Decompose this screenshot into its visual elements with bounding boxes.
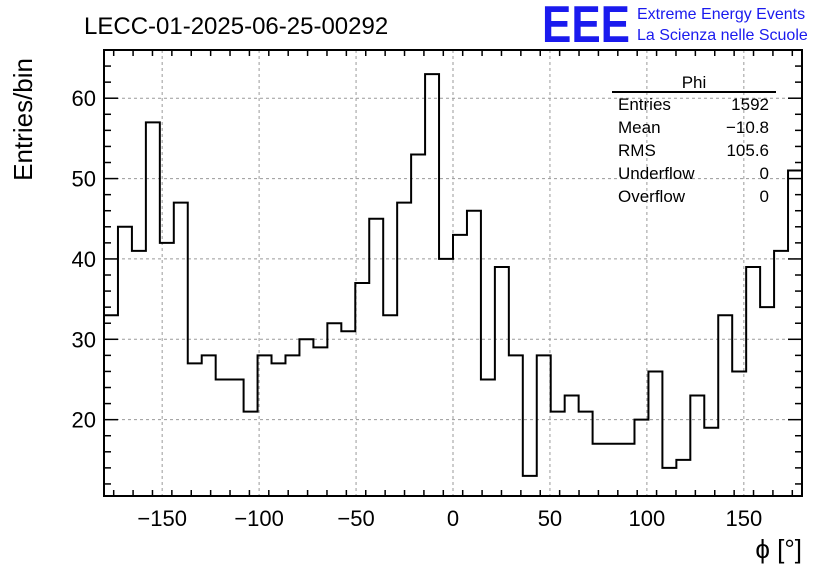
stats-row-label: Mean bbox=[618, 118, 661, 137]
y-tick-label: 50 bbox=[72, 167, 96, 192]
logo-line-1: Extreme Energy Events bbox=[637, 6, 805, 23]
x-tick-label: −50 bbox=[337, 506, 374, 531]
plot-frame bbox=[103, 49, 803, 497]
y-tick-label: 20 bbox=[72, 408, 96, 433]
y-tick-label: 60 bbox=[72, 86, 96, 111]
stats-row-label: Entries bbox=[618, 95, 671, 114]
eee-logo: EEE Extreme Energy Events La Scienza nel… bbox=[542, 0, 808, 54]
x-tick-label: −150 bbox=[137, 506, 187, 531]
stats-title: Phi bbox=[682, 73, 707, 92]
y-tick-label: 40 bbox=[72, 247, 96, 272]
axis-ticks bbox=[104, 50, 802, 496]
y-tick-label: 30 bbox=[72, 327, 96, 352]
x-axis-label: ϕ [°] bbox=[755, 534, 802, 564]
grid-lines bbox=[104, 50, 802, 496]
histogram-outline bbox=[104, 73, 802, 477]
stats-row-label: RMS bbox=[618, 141, 656, 160]
x-tick-label: 50 bbox=[538, 506, 562, 531]
stats-row-label: Overflow bbox=[618, 187, 686, 206]
y-axis-label: Entries/bin bbox=[8, 58, 38, 181]
x-tick-label: 150 bbox=[725, 506, 762, 531]
stats-row-value: 0 bbox=[760, 187, 769, 206]
stats-row-label: Underflow bbox=[618, 164, 695, 183]
stats-box: Phi Entries 1592 Mean −10.8 RMS 105.6 Underflo… bbox=[612, 73, 776, 206]
x-tick-label: 100 bbox=[629, 506, 666, 531]
x-tick-label: 0 bbox=[447, 506, 459, 531]
stats-row-value: 1592 bbox=[731, 95, 769, 114]
tick-labels: −150 −100 −50 0 50 100 150 20 30 40 50 60 bbox=[72, 86, 763, 531]
stats-row-value: 105.6 bbox=[726, 141, 769, 160]
chart-title: LECC-01-2025-06-25-00292 bbox=[84, 13, 388, 40]
stats-row-value: −10.8 bbox=[726, 118, 769, 137]
stats-rows: Entries 1592 Mean −10.8 RMS 105.6 Underflow 0 Ov… bbox=[618, 95, 769, 206]
stats-row-value: 0 bbox=[760, 164, 769, 183]
logo-mark: EEE bbox=[542, 0, 630, 54]
logo-line-2: La Scienza nelle Scuole bbox=[637, 27, 808, 44]
x-tick-label: −100 bbox=[234, 506, 284, 531]
